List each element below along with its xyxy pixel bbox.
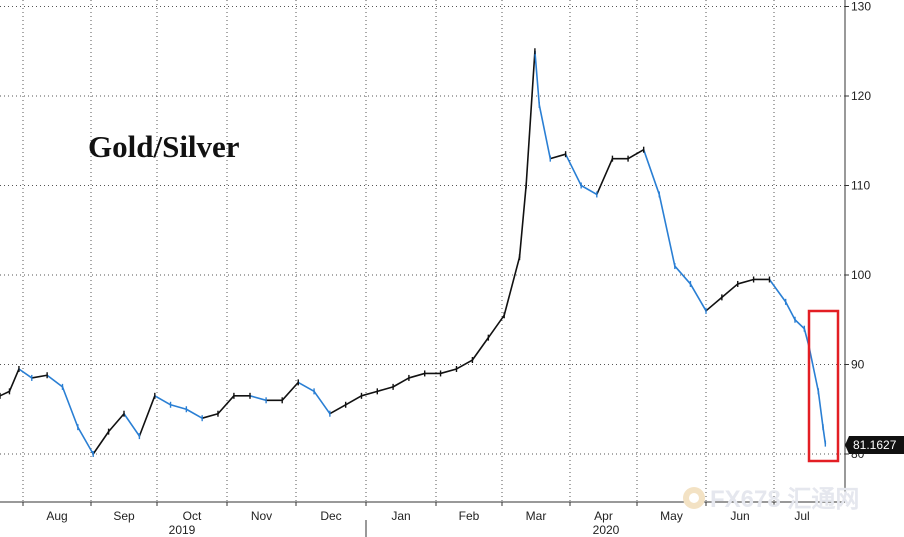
x-tick-label: Dec	[320, 509, 341, 523]
series-segment	[297, 381, 315, 393]
y-tick-label: 120	[851, 89, 871, 103]
last-value-label-text: 81.1627	[853, 438, 897, 452]
watermark: FX678 汇通网	[683, 486, 859, 513]
series-segment	[518, 184, 527, 258]
chart-title: Gold/Silver	[88, 129, 240, 164]
y-tick-label: 90	[851, 358, 865, 372]
year-label: 2019	[169, 523, 196, 537]
series-segment	[794, 318, 806, 330]
x-tick-label: Jul	[794, 509, 809, 523]
series-segment	[18, 368, 33, 379]
series-segment	[408, 372, 426, 379]
series-segment	[107, 412, 125, 433]
last-value-label: 81.1627	[845, 436, 904, 454]
series-segment	[249, 395, 267, 402]
series-segment	[439, 368, 458, 375]
series-segment	[360, 390, 379, 397]
x-tick-label: May	[660, 509, 683, 523]
series-segment	[455, 359, 474, 370]
series-segment	[376, 386, 394, 393]
y-tick-label: 100	[851, 268, 871, 282]
x-tick-label: Aug	[46, 509, 67, 523]
series-segment	[674, 265, 692, 285]
series-segment	[30, 374, 48, 379]
y-tick-label: 110	[851, 179, 870, 193]
series-segment	[123, 412, 141, 437]
watermark-text: FX678 汇通网	[710, 486, 859, 513]
series-segment	[642, 148, 661, 196]
series-segment	[0, 390, 11, 397]
series-segment	[487, 314, 505, 339]
series-segment	[808, 345, 820, 393]
series-segment	[595, 157, 614, 196]
series-segment	[329, 403, 347, 415]
series-segment	[549, 153, 567, 160]
series-segment	[46, 374, 64, 388]
x-tick-label: Jun	[730, 509, 749, 523]
series-segment	[736, 278, 755, 285]
series-segment	[564, 153, 582, 187]
series-segment	[658, 193, 676, 267]
x-tick-label: Oct	[183, 509, 202, 523]
series-segment	[817, 390, 824, 428]
series-segment	[138, 395, 156, 437]
series-segment	[721, 283, 739, 299]
series-segment	[689, 283, 707, 312]
x-tick-label: Nov	[251, 509, 272, 523]
series-segment	[768, 278, 787, 303]
series-segment	[503, 256, 521, 317]
series-segment	[217, 395, 235, 415]
series-segment	[344, 395, 363, 406]
x-tick-label: Apr	[594, 509, 613, 523]
series-segment	[580, 184, 598, 196]
grid	[0, 0, 845, 502]
series-segment	[61, 386, 79, 428]
series-segment	[392, 377, 410, 388]
last-value-label-bg	[845, 436, 904, 454]
series-segment	[154, 395, 172, 406]
y-tick-label: 130	[851, 0, 871, 14]
highlight-box	[807, 309, 840, 463]
series-segment	[471, 336, 490, 361]
series-segment	[538, 104, 552, 160]
series-segment	[784, 301, 796, 321]
watermark-logo-center	[689, 493, 699, 503]
x-tick-label: Sep	[113, 509, 135, 523]
series-segment	[185, 408, 203, 420]
series-segment	[8, 368, 20, 393]
series-segment	[705, 296, 723, 312]
year-label: 2020	[593, 523, 620, 537]
series-segment	[313, 390, 331, 415]
series-segment	[281, 381, 300, 402]
series-segment	[627, 148, 645, 160]
x-tick-label: Mar	[526, 509, 547, 523]
series-segment	[201, 412, 219, 420]
x-tick-label: Jan	[391, 509, 410, 523]
series-segment	[92, 430, 110, 455]
x-tick-label: Feb	[459, 509, 480, 523]
series-segment	[169, 403, 188, 411]
series-segment	[525, 50, 536, 187]
series-segment	[77, 426, 94, 455]
price-series	[0, 48, 827, 457]
series-segment	[534, 50, 541, 106]
